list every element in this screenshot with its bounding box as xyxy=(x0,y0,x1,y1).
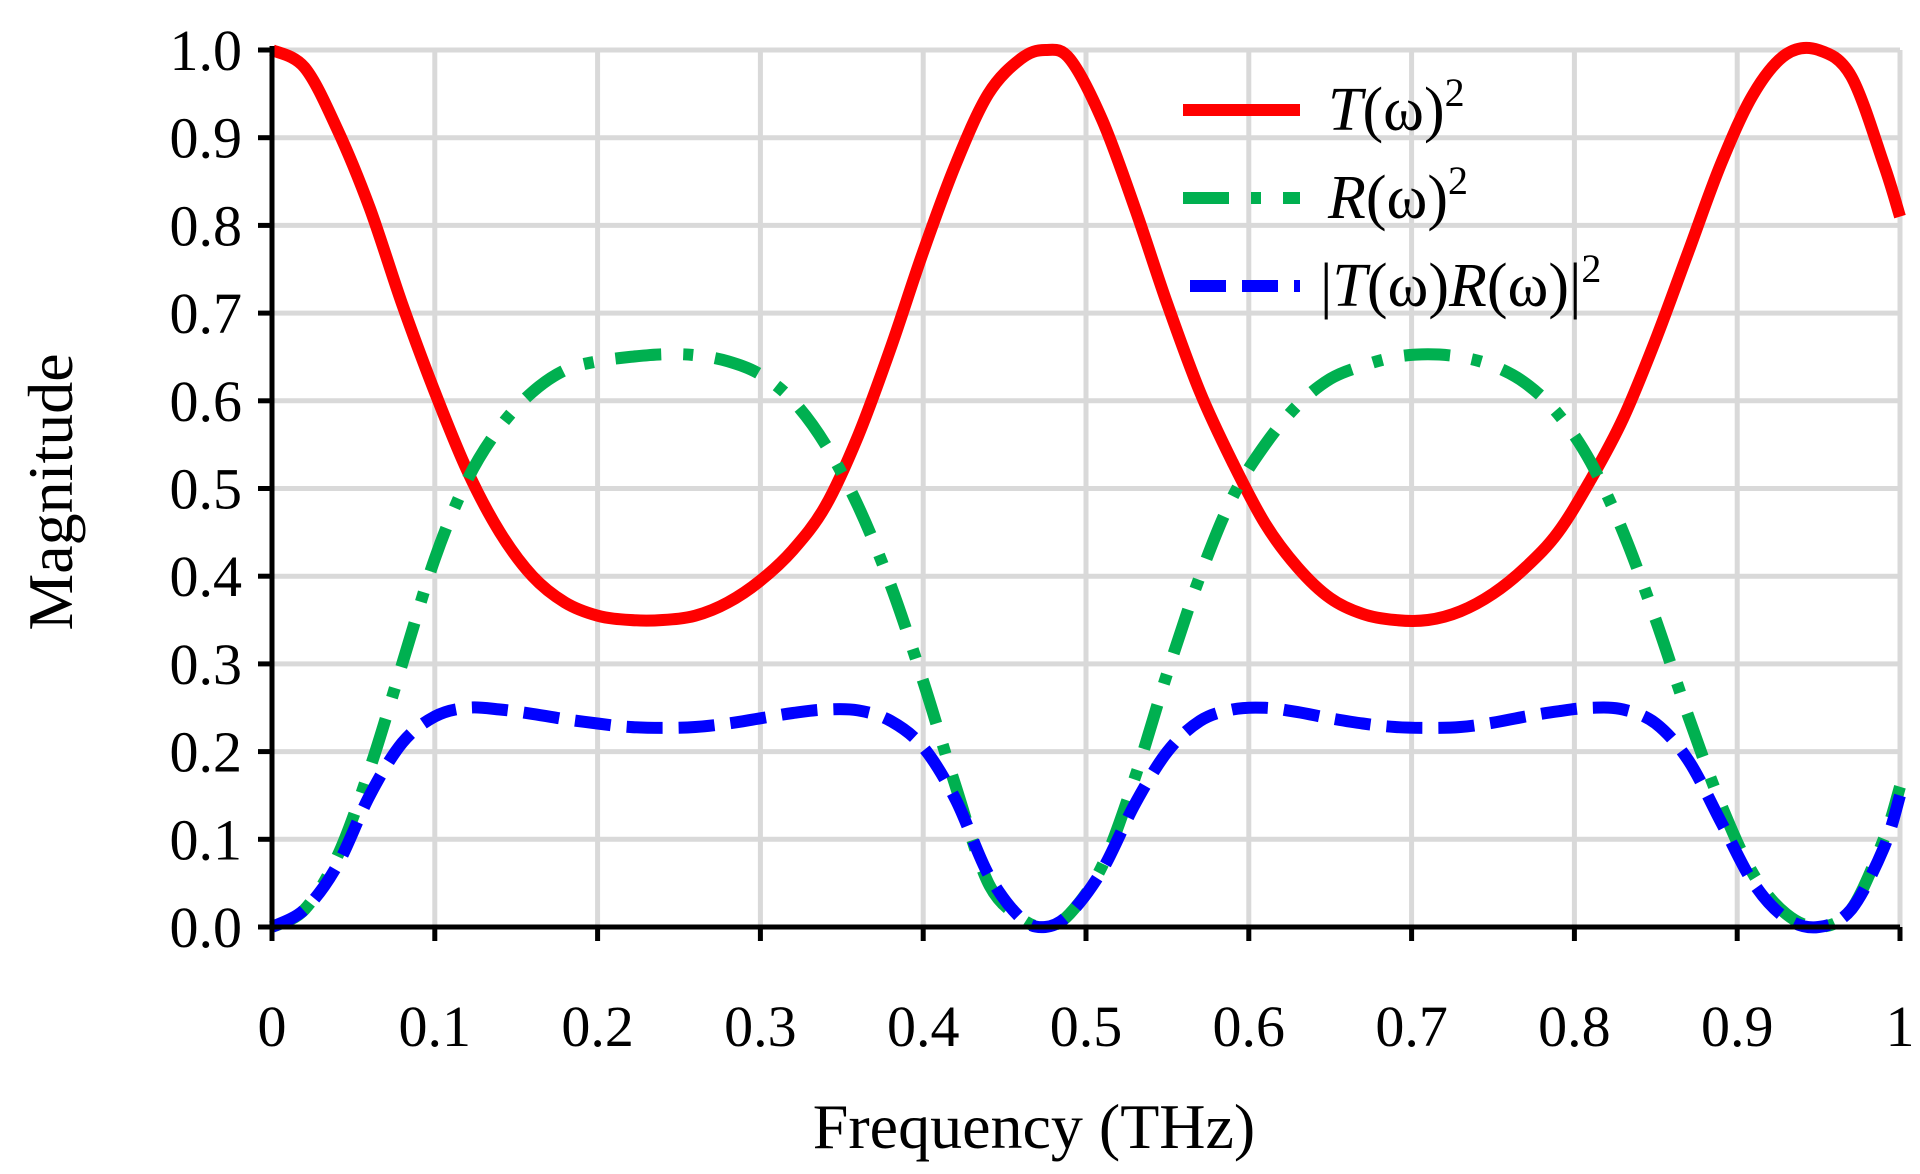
legend: T(ω)2 R(ω)2 |T(ω)R(ω)|2 xyxy=(1183,70,1601,320)
y-tick-label: 0.2 xyxy=(170,720,243,785)
series-tr-squared xyxy=(269,701,1906,934)
y-tick-label: 0.0 xyxy=(170,895,243,960)
legend-tr-base2: R xyxy=(1448,252,1487,320)
x-tick-label: 0.7 xyxy=(1375,994,1448,1059)
x-tick-label: 0.5 xyxy=(1050,994,1123,1059)
y-tick-label: 0.4 xyxy=(170,544,243,609)
legend-label-t: T(ω)2 xyxy=(1328,70,1465,144)
x-tick-label: 0.8 xyxy=(1538,994,1611,1059)
legend-tr-base: T xyxy=(1332,252,1371,320)
series-t-squared xyxy=(269,41,1906,627)
axes xyxy=(258,46,1903,941)
y-tick-label: 0.5 xyxy=(170,457,243,522)
y-tick-label: 0.6 xyxy=(170,369,243,434)
legend-r-sup: 2 xyxy=(1448,158,1468,203)
x-tick-label: 0.9 xyxy=(1701,994,1774,1059)
y-tick-label: 0.3 xyxy=(170,632,243,697)
y-tick-label: 0.8 xyxy=(170,193,243,258)
legend-label-tr: |T(ω)R(ω)|2 xyxy=(1320,246,1601,320)
y-tick-label: 0.1 xyxy=(170,807,243,872)
legend-t-base: T xyxy=(1328,76,1367,144)
legend-label-r: R(ω)2 xyxy=(1327,158,1468,232)
y-tick-label: 0.7 xyxy=(170,281,243,346)
x-tick-label: 1 xyxy=(1886,994,1915,1059)
y-axis-title: Magnitude xyxy=(15,353,86,630)
legend-tr-pre: | xyxy=(1320,252,1332,320)
x-tick-label: 0.4 xyxy=(887,994,960,1059)
legend-tr-arg2: (ω)| xyxy=(1487,252,1582,320)
x-tick-label: 0.6 xyxy=(1213,994,1286,1059)
x-tick-label: 0.2 xyxy=(561,994,634,1059)
legend-r-base: R xyxy=(1327,164,1366,232)
x-tick-label: 0.3 xyxy=(724,994,797,1059)
y-tick-label: 1.0 xyxy=(170,18,243,83)
x-tick-label: 0.1 xyxy=(399,994,472,1059)
x-axis-title: Frequency (THz) xyxy=(813,1091,1255,1162)
tick-labels: 0 0.1 0.2 0.3 0.4 0.5 0.6 0.7 0.8 0.9 1 0.0 0.1 0.2 0.… xyxy=(170,18,1915,1059)
legend-r-arg: (ω) xyxy=(1366,164,1448,232)
legend-t-arg: (ω) xyxy=(1362,76,1444,144)
y-tick-label: 0.9 xyxy=(170,106,243,171)
legend-tr-arg: (ω) xyxy=(1367,252,1449,320)
series-layer xyxy=(269,41,1906,934)
legend-tr-sup: 2 xyxy=(1581,246,1601,291)
x-tick-label: 0 xyxy=(258,994,287,1059)
legend-t-sup: 2 xyxy=(1445,70,1465,115)
